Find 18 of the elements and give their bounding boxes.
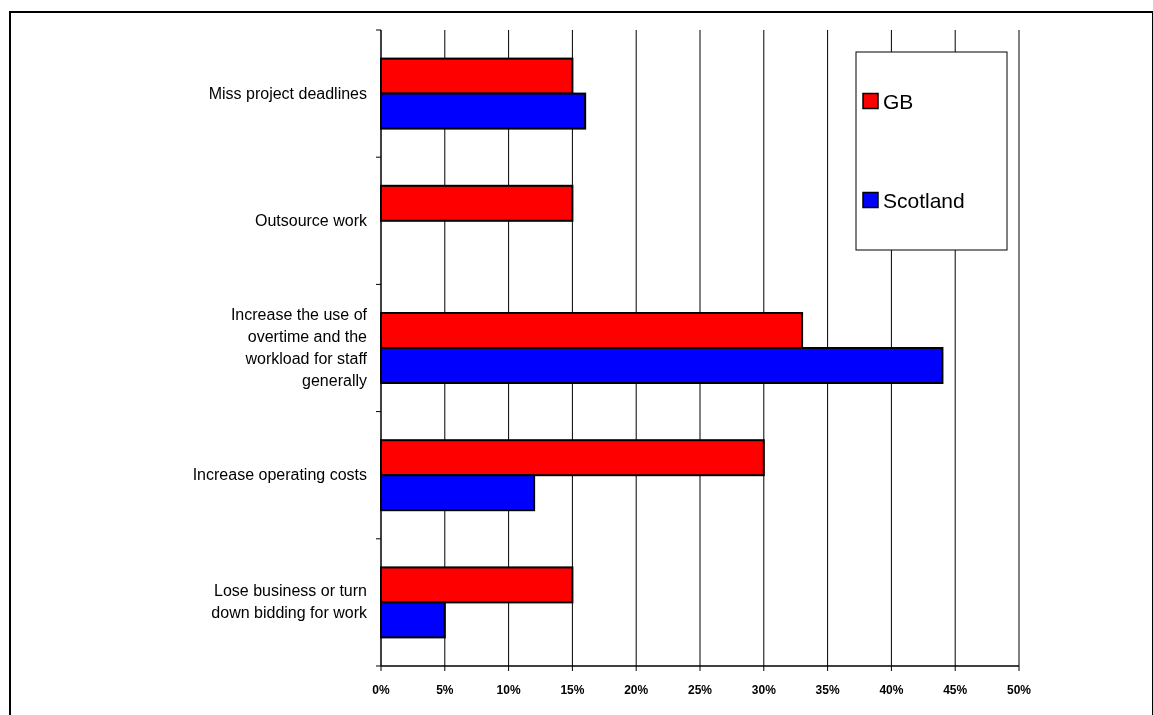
x-tick-label: 20% [624, 683, 649, 697]
y-tick-label: Lose business or turn down bidding for work [211, 582, 368, 622]
y-tick-label: Outsource work [254, 211, 368, 229]
x-tick-label: 35% [815, 683, 840, 697]
legend-label: GB [883, 89, 914, 113]
y-tick-label: Increase operating costs [192, 466, 367, 484]
x-tick-label: 40% [879, 683, 904, 697]
x-tick-label: 30% [751, 683, 777, 697]
x-tick-label: 0% [372, 683, 390, 697]
x-tick-label: 10% [496, 683, 521, 697]
y-tick-label: Miss project deadlines [208, 84, 367, 102]
y-tick-label: Increase the use of overtime and the workload for staff generally [230, 306, 368, 389]
x-tick-label: 25% [687, 683, 713, 697]
x-tick-label: 5% [436, 683, 454, 697]
legend-label: Scotland [883, 188, 965, 212]
x-tick-label: 50% [1006, 683, 1032, 697]
x-tick-label: 15% [560, 683, 585, 697]
x-tick-label: 45% [943, 683, 968, 697]
